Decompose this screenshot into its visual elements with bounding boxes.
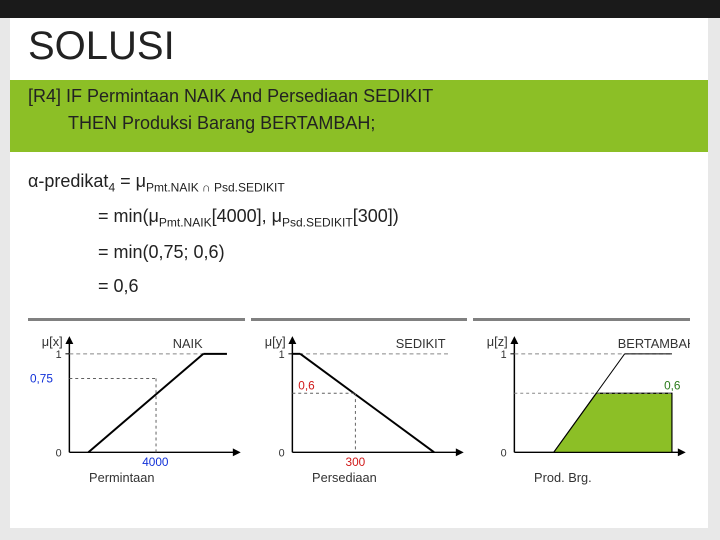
ml1-d: Pmt.NAIK ∩ Psd.SEDIKIT [146,181,285,195]
chart2-svg: μ[y] SEDIKIT Persediaan 1 0 0,6 300 [251,323,468,493]
math-line-2: = min(μPmt.NAIK[4000], μPsd.SEDIKIT[300]… [28,199,399,234]
svg-text:0: 0 [501,447,507,459]
svg-text:1: 1 [278,349,284,361]
slide: SOLUSI [R4] IF Permintaan NAIK And Perse… [10,18,708,528]
svg-text:1: 1 [501,349,507,361]
ml2-d: Psd.SEDIKIT [282,216,353,230]
rule-line-1: [R4] IF Permintaan NAIK And Persediaan S… [28,86,708,107]
charts-row: μ[x] NAIK Permintaan 1 0 0,75 4000 μ[y] SEDIKIT… [28,318,690,498]
svg-text:BERTAMBAH: BERTAMBAH [618,336,690,351]
ml2-a: = min(μ [98,206,159,226]
svg-text:0: 0 [56,447,62,459]
chart-produksi: μ[z] BERTAMBAH Prod. Brg. 1 0 0,6 [473,318,690,498]
math-block: α-predikat4 = μPmt.NAIK ∩ Psd.SEDIKIT = … [28,164,399,303]
ml2-b: Pmt.NAIK [159,216,212,230]
math-line-4: = 0,6 [28,269,399,303]
ml1-c: = μ [115,171,146,191]
chart1-svg: μ[x] NAIK Permintaan 1 0 0,75 4000 [28,323,245,493]
svg-text:Persediaan: Persediaan [312,470,377,485]
chart3-svg: μ[z] BERTAMBAH Prod. Brg. 1 0 0,6 [473,323,690,493]
ml2-c: [4000], μ [212,206,282,226]
svg-text:NAIK: NAIK [173,336,203,351]
svg-text:0,6: 0,6 [664,378,681,392]
svg-text:SEDIKIT: SEDIKIT [395,336,445,351]
svg-text:μ[z]: μ[z] [487,334,508,349]
svg-text:Prod. Brg.: Prod. Brg. [534,470,592,485]
svg-text:μ[y]: μ[y] [264,334,285,349]
svg-text:0: 0 [278,447,284,459]
math-line-1: α-predikat4 = μPmt.NAIK ∩ Psd.SEDIKIT [28,164,399,199]
rule-band: [R4] IF Permintaan NAIK And Persediaan S… [10,80,708,152]
svg-text:300: 300 [345,455,365,469]
svg-text:4000: 4000 [142,455,169,469]
top-bar [0,0,720,18]
svg-text:0,75: 0,75 [30,371,53,385]
chart-permintaan: μ[x] NAIK Permintaan 1 0 0,75 4000 [28,318,245,498]
svg-text:0,6: 0,6 [298,378,315,392]
ml1-a: α-predikat [28,171,108,191]
svg-text:1: 1 [56,349,62,361]
slide-title: SOLUSI [28,24,175,69]
svg-text:Permintaan: Permintaan [89,470,154,485]
ml2-e: [300]) [353,206,399,226]
math-line-3: = min(0,75; 0,6) [28,235,399,269]
chart-persediaan: μ[y] SEDIKIT Persediaan 1 0 0,6 300 [251,318,468,498]
svg-text:μ[x]: μ[x] [42,334,63,349]
rule-line-2: THEN Produksi Barang BERTAMBAH; [28,113,708,134]
